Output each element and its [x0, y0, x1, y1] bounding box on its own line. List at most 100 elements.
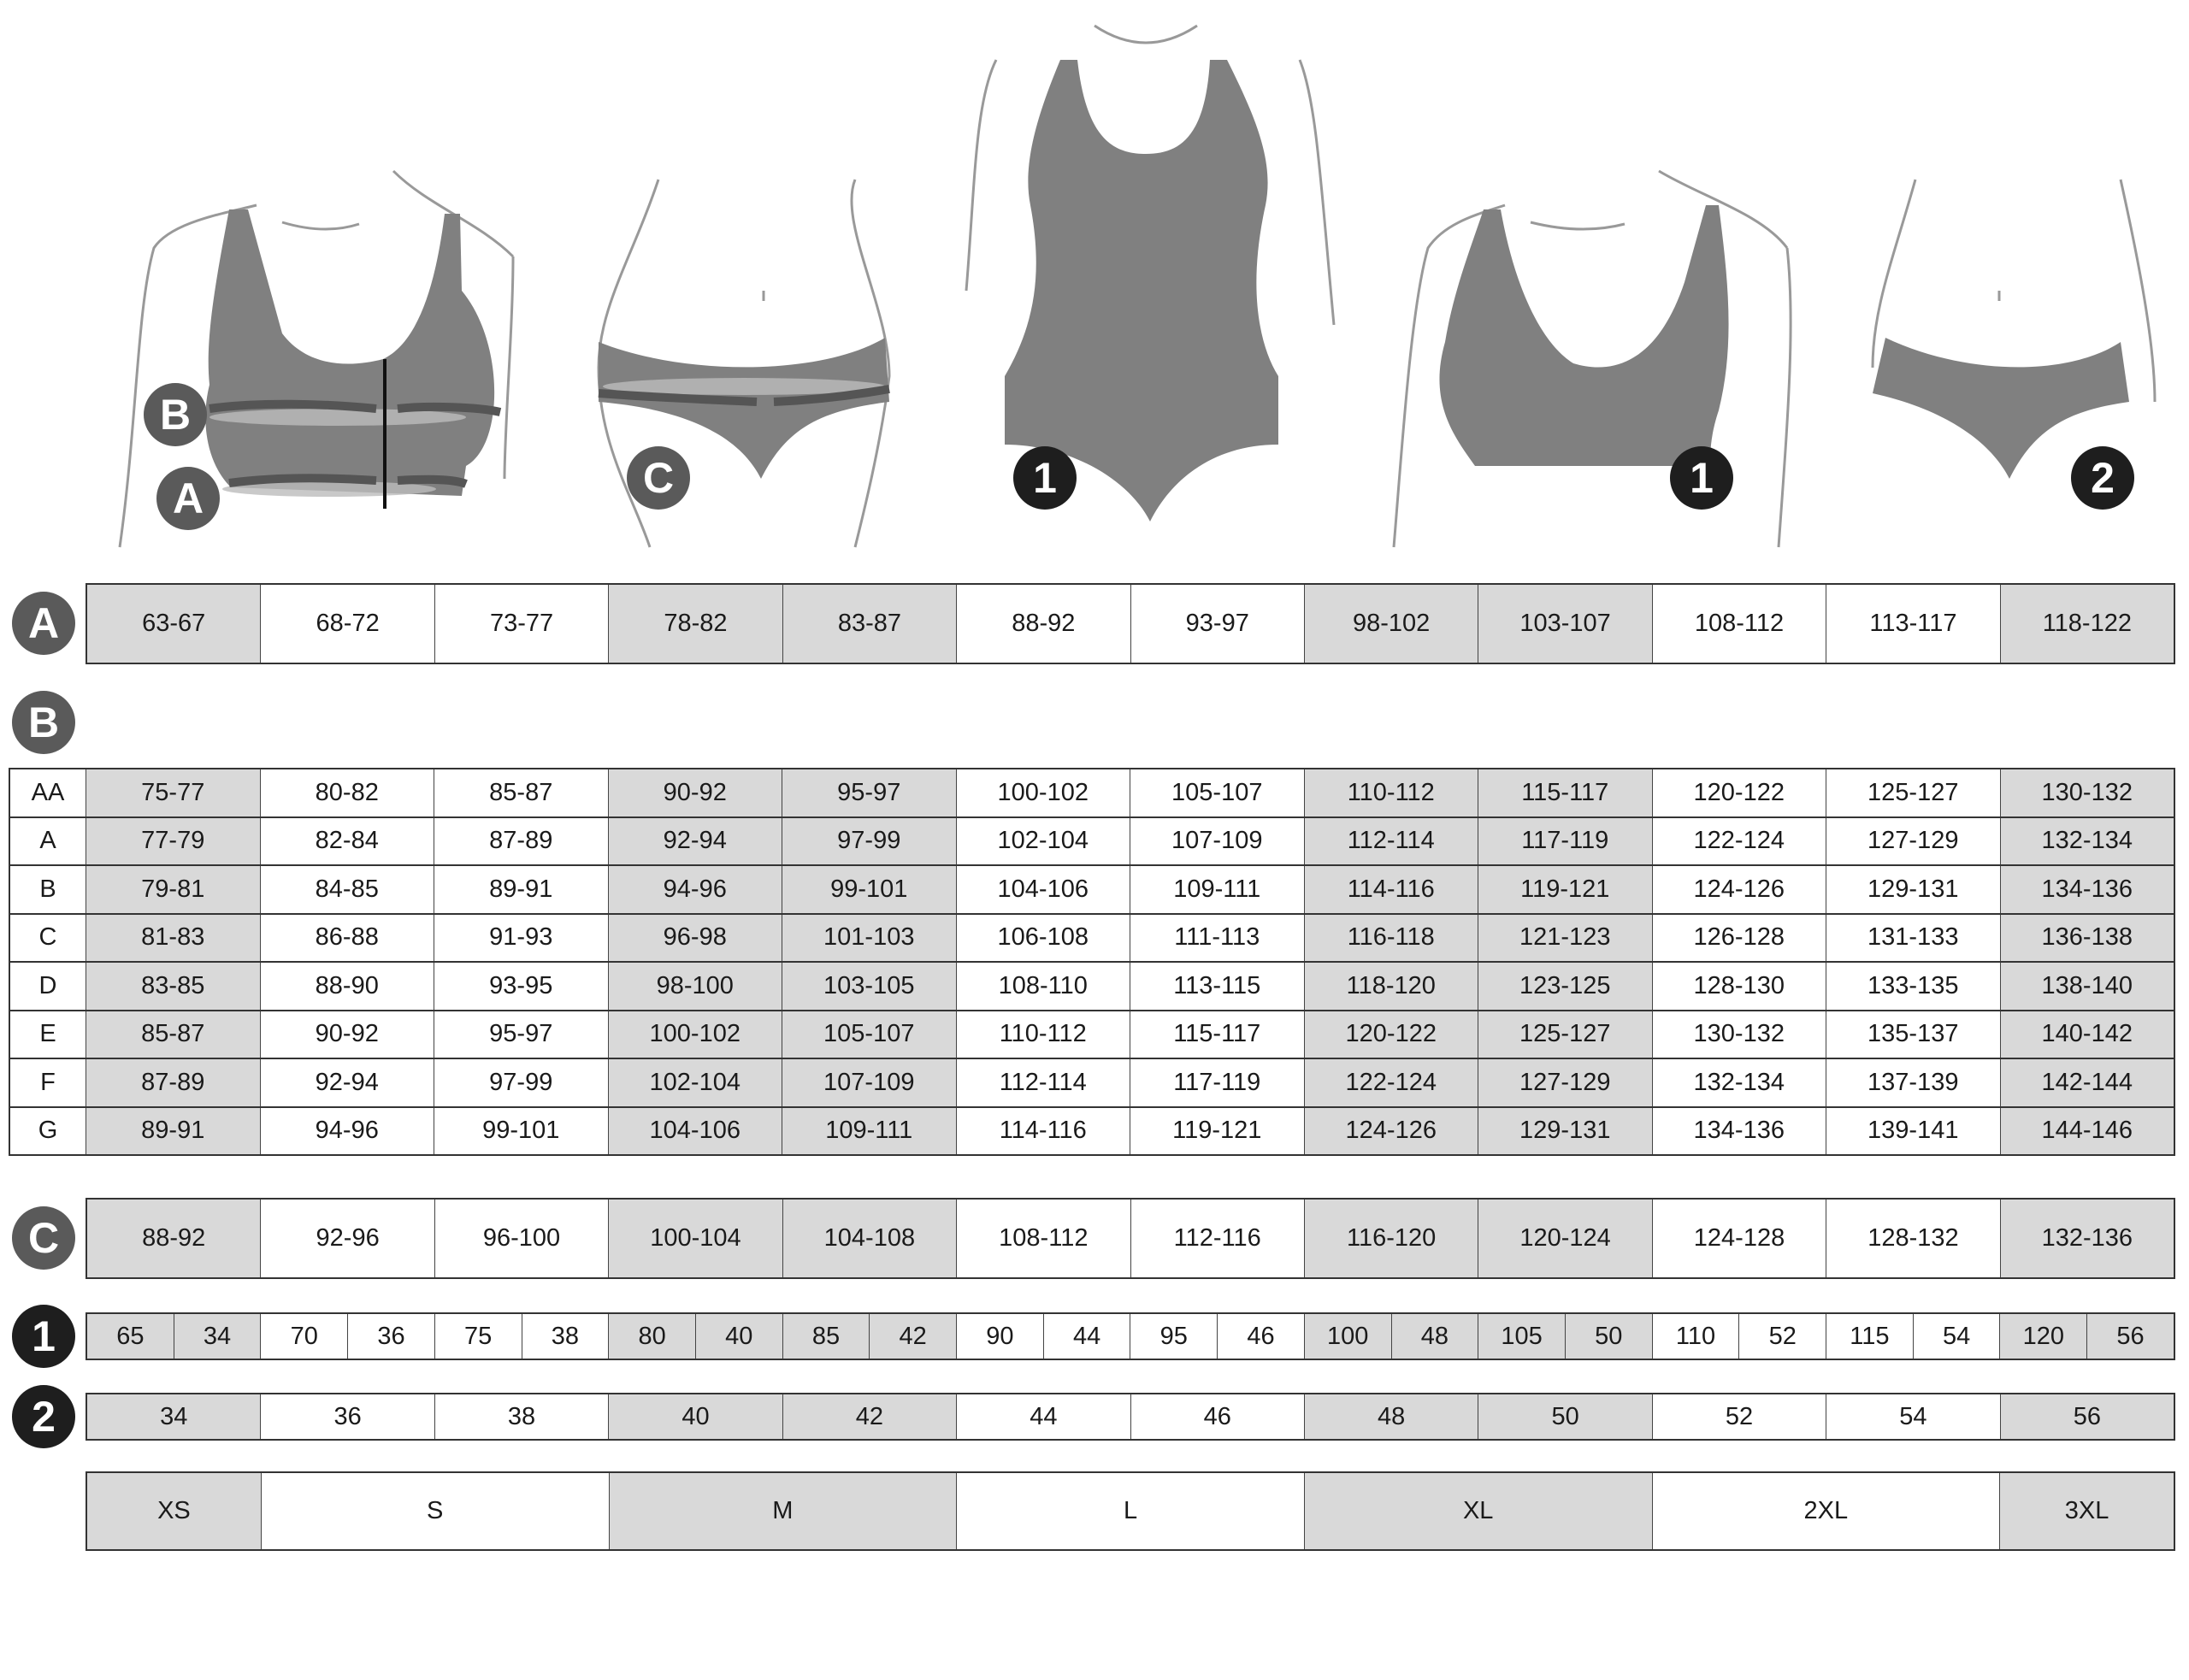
- section-b-cell: 99-101: [434, 1107, 609, 1154]
- cup-label: G: [10, 1107, 86, 1154]
- section-a-label: A: [12, 592, 75, 655]
- section-b-label: B: [12, 691, 75, 754]
- section-b-cell: 86-88: [260, 914, 434, 961]
- section-b-cell: 87-89: [86, 1059, 261, 1106]
- section-2-cell: 34: [87, 1394, 262, 1439]
- cup-label: AA: [10, 769, 86, 816]
- section-b-cell: 91-93: [434, 914, 609, 961]
- section-b-cell: 120-122: [1304, 1011, 1478, 1058]
- section-b-cell: 104-106: [956, 866, 1130, 913]
- section-b-cell: 129-131: [1826, 866, 2001, 913]
- section-b-cell: 122-124: [1304, 1059, 1478, 1106]
- badge-b-icon: B: [144, 383, 207, 446]
- section-2-cell: 46: [1130, 1394, 1305, 1439]
- table-row: F 87-89 92-94 97-99 102-104 107-109 112-114 117…: [10, 1059, 2174, 1108]
- section-b-cell: 105-107: [782, 1011, 957, 1058]
- measurement-arrows: [209, 385, 890, 488]
- section-1-cell: 70: [261, 1314, 349, 1359]
- size-cell: M: [609, 1473, 958, 1549]
- section-1-cell: 46: [1218, 1314, 1305, 1359]
- section-b-cell: 134-136: [2000, 866, 2174, 913]
- section-1-cell: 65: [87, 1314, 174, 1359]
- section-1-cell: 36: [348, 1314, 435, 1359]
- section-b-cell: 125-127: [1826, 769, 2001, 816]
- section-b-cell: 104-106: [608, 1107, 782, 1154]
- section-c-cell: 108-112: [957, 1200, 1131, 1277]
- badge-1-bodysuit-icon: 1: [1013, 446, 1077, 510]
- section-a-cell: 93-97: [1130, 585, 1305, 663]
- section-b-cell: 117-119: [1130, 1059, 1305, 1106]
- section-c-cell: 132-136: [2000, 1200, 2174, 1277]
- section-2-cell: 42: [782, 1394, 958, 1439]
- section-1-cell: 110: [1652, 1314, 1740, 1359]
- section-b-cell: 130-132: [1652, 1011, 1826, 1058]
- section-1-label: 1: [12, 1305, 75, 1368]
- section-b-cell: 113-115: [1130, 963, 1305, 1010]
- section-b-cell: 132-134: [1652, 1059, 1826, 1106]
- section-b-cell: 142-144: [2000, 1059, 2174, 1106]
- section-1-cell: 44: [1043, 1314, 1131, 1359]
- section-b-cell: 95-97: [782, 769, 957, 816]
- section-b-cell: 133-135: [1826, 963, 2001, 1010]
- section-b-cell: 114-116: [956, 1107, 1130, 1154]
- section-2-cell: 52: [1652, 1394, 1827, 1439]
- section-c-cell: 104-108: [782, 1200, 958, 1277]
- section-b-cell: 95-97: [434, 1011, 609, 1058]
- section-2-cell: 50: [1478, 1394, 1653, 1439]
- section-b-cell: 111-113: [1130, 914, 1305, 961]
- section-a-row: 63-67 68-72 73-77 78-82 83-87 88-92 93-97 98-10…: [86, 583, 2175, 664]
- section-b-cell: 119-121: [1130, 1107, 1305, 1154]
- cup-label: A: [10, 817, 86, 864]
- table-row: A 77-79 82-84 87-89 92-94 97-99 102-104 107-109…: [10, 817, 2174, 866]
- section-b-cell: 110-112: [1304, 769, 1478, 816]
- badge-2-brief-icon: 2: [2071, 446, 2134, 510]
- section-b-cell: 90-92: [608, 769, 782, 816]
- section-b-cell: 105-107: [1130, 769, 1305, 816]
- section-b-cell: 139-141: [1826, 1107, 2001, 1154]
- section-b-cell: 103-105: [782, 963, 957, 1010]
- section-a-cell: 73-77: [434, 585, 610, 663]
- section-b-cell: 85-87: [86, 1011, 261, 1058]
- table-row: E 85-87 90-92 95-97 100-102 105-107 110-112 115…: [10, 1011, 2174, 1059]
- section-b-cell: 75-77: [86, 769, 261, 816]
- section-b-cell: 96-98: [608, 914, 782, 961]
- section-b-cell: 92-94: [608, 817, 782, 864]
- section-b-cell: 107-109: [1130, 817, 1305, 864]
- section-b-cell: 144-146: [2000, 1107, 2174, 1154]
- section-b-cell: 93-95: [434, 963, 609, 1010]
- section-1-cell: 50: [1565, 1314, 1653, 1359]
- cup-label: C: [10, 914, 86, 961]
- measurement-bands: [209, 378, 885, 497]
- section-b-cell: 99-101: [782, 866, 957, 913]
- section-b-cell: 81-83: [86, 914, 261, 961]
- section-b-cell: 117-119: [1478, 817, 1653, 864]
- section-1-row: 65 34 70 36 75 38 80 40 85 42 90 44 95 46 100 48 105 50 11…: [86, 1312, 2175, 1360]
- section-a-cell: 98-102: [1304, 585, 1479, 663]
- section-c-cell: 88-92: [87, 1200, 262, 1277]
- section-b-cell: 89-91: [434, 866, 609, 913]
- section-b-cell: 134-136: [1652, 1107, 1826, 1154]
- section-2-cell: 44: [957, 1394, 1131, 1439]
- section-c-cell: 128-132: [1826, 1200, 2001, 1277]
- section-b-cell: 108-110: [956, 963, 1130, 1010]
- section-b-cell: 123-125: [1478, 963, 1653, 1010]
- section-b-cell: 101-103: [782, 914, 957, 961]
- section-b-cell: 126-128: [1652, 914, 1826, 961]
- section-2-cell: 36: [261, 1394, 435, 1439]
- section-1-cell: 38: [522, 1314, 610, 1359]
- section-b-cell: 92-94: [260, 1059, 434, 1106]
- section-c-cell: 100-104: [609, 1200, 783, 1277]
- section-b-cell: 132-134: [2000, 817, 2174, 864]
- section-1-cell: 48: [1391, 1314, 1479, 1359]
- section-b-cell: 131-133: [1826, 914, 2001, 961]
- section-b-cell: 136-138: [2000, 914, 2174, 961]
- section-1-cell: 105: [1478, 1314, 1566, 1359]
- section-b-cell: 77-79: [86, 817, 261, 864]
- section-b-cell: 85-87: [434, 769, 609, 816]
- section-2-cell: 56: [2000, 1394, 2174, 1439]
- section-b-cell: 80-82: [260, 769, 434, 816]
- section-b-cell: 102-104: [956, 817, 1130, 864]
- section-b-cell: 84-85: [260, 866, 434, 913]
- section-b-cell: 115-117: [1478, 769, 1653, 816]
- section-b-cell: 124-126: [1304, 1107, 1478, 1154]
